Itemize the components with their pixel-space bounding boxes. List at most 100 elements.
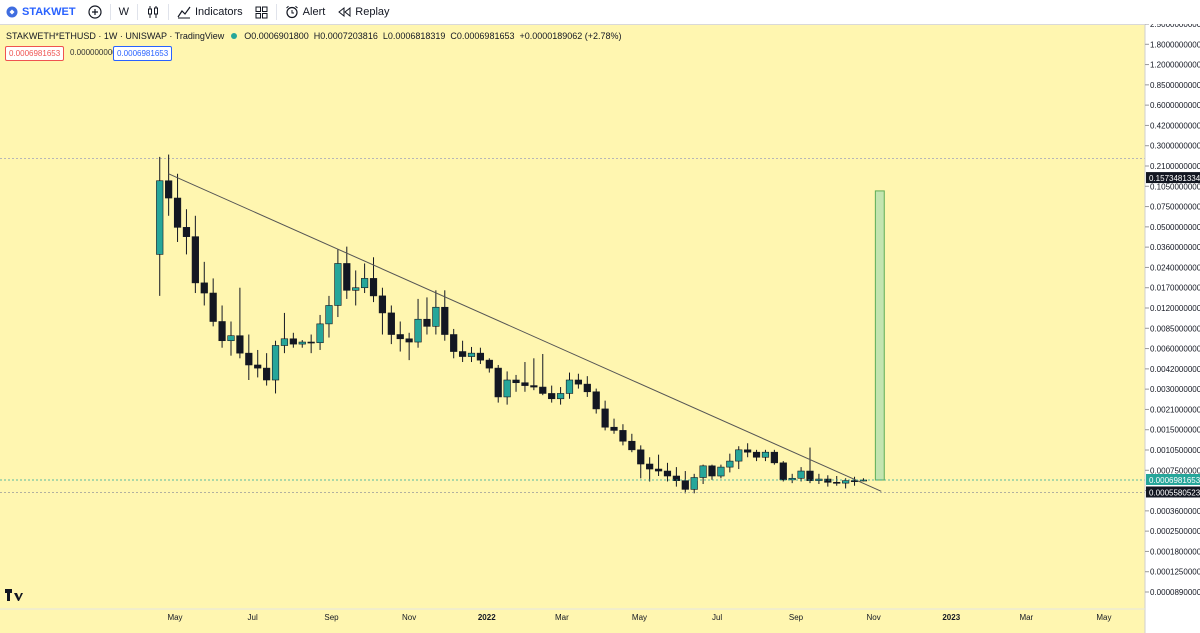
candle — [619, 424, 627, 446]
candle-body — [200, 282, 208, 294]
time-tick-label: May — [1096, 613, 1111, 622]
price-tick-label: 0.0170000000 — [1150, 284, 1200, 293]
candle-body — [405, 338, 413, 343]
candle — [556, 387, 565, 405]
candle-body — [583, 383, 591, 393]
candle — [396, 321, 404, 352]
interval-label: W — [118, 6, 129, 18]
candle-body — [815, 478, 823, 481]
candle — [156, 156, 164, 296]
candle — [218, 305, 226, 348]
time-tick-label: Jul — [248, 613, 258, 622]
grid-icon — [255, 6, 268, 18]
candle — [610, 418, 618, 434]
candle-body — [271, 345, 280, 381]
toolbar-separator — [167, 4, 169, 20]
price-tick-label: 0.0120000000 — [1150, 304, 1200, 313]
candle-body — [352, 287, 360, 291]
price-tick-label: 0.0001800000 — [1150, 547, 1200, 556]
layouts-button[interactable] — [249, 0, 274, 24]
compare-symbol-button[interactable] — [82, 0, 108, 24]
buy-price-button[interactable]: 0.0006981653 — [113, 46, 173, 61]
candle-body — [423, 318, 431, 327]
candle-body — [859, 479, 868, 482]
candle — [512, 374, 520, 392]
price-tick-label: 0.0240000000 — [1150, 263, 1200, 272]
candle-body — [806, 470, 814, 481]
candle — [503, 371, 511, 405]
indicators-icon — [177, 6, 191, 19]
candle-body — [779, 462, 787, 481]
price-chart[interactable]: 2.5000000000 1.8000000000 1.2000000000 0.85… — [0, 24, 1200, 633]
legend-high: H0.0007203816 — [313, 31, 378, 41]
price-label-box — [1146, 172, 1200, 184]
price-label-text: 0.0006981653 — [1149, 476, 1200, 485]
alert-button[interactable]: Alert — [279, 0, 332, 24]
symbol-label: STAKWET — [22, 6, 76, 18]
candle — [565, 372, 574, 399]
candle-body — [165, 180, 173, 199]
price-tick-label: 0.0500000000 — [1150, 223, 1200, 232]
candle — [316, 314, 324, 350]
price-tick-label: 0.0007500000 — [1150, 466, 1200, 475]
candle-body — [717, 466, 725, 477]
candle-body — [289, 338, 297, 345]
price-tick-label: 0.0002500000 — [1150, 527, 1200, 536]
candle-body — [432, 306, 440, 327]
candle — [726, 453, 734, 473]
candle — [859, 478, 868, 482]
descending-trendline — [168, 173, 882, 492]
candle-body — [672, 475, 680, 481]
candle-body — [628, 440, 636, 451]
candle-body — [396, 334, 404, 340]
candle — [752, 449, 761, 462]
sell-price-button[interactable]: 0.0006981653 — [5, 46, 65, 61]
time-tick-label: May — [632, 613, 647, 622]
candle — [521, 362, 529, 392]
candle — [432, 290, 440, 335]
candle — [663, 462, 672, 482]
candle-body — [539, 386, 547, 394]
candle-body — [387, 312, 395, 335]
candle — [307, 334, 315, 354]
alert-label: Alert — [302, 6, 326, 18]
candle-body — [654, 468, 663, 472]
candle — [592, 388, 600, 414]
price-tick-label: 0.4200000000 — [1150, 121, 1200, 130]
candle — [735, 446, 743, 470]
candle-body — [752, 451, 761, 458]
symbol-search-button[interactable]: STAKWET — [0, 0, 82, 24]
price-tick-label: 0.0750000000 — [1150, 203, 1200, 212]
candle — [298, 340, 306, 348]
interval-button[interactable]: W — [113, 0, 135, 24]
candle — [601, 400, 609, 431]
price-tick-label: 0.0085000000 — [1150, 324, 1200, 333]
top-toolbar: STAKWET W Indicators Alert Replay — [0, 0, 1200, 25]
price-label-box — [1146, 486, 1200, 498]
time-tick-label: Jul — [712, 613, 722, 622]
candle-body — [218, 321, 226, 342]
price-tick-label: 0.0021000000 — [1150, 405, 1200, 414]
candle — [405, 332, 413, 361]
candle-body — [441, 306, 449, 335]
candle — [458, 340, 467, 363]
candle — [717, 464, 725, 479]
candle-body — [476, 352, 485, 361]
candle — [245, 334, 253, 381]
candle-body — [458, 351, 467, 357]
replay-button[interactable]: Replay — [331, 0, 395, 24]
candle-body — [699, 465, 707, 478]
candle — [628, 433, 636, 453]
candle — [815, 473, 823, 484]
indicators-button[interactable]: Indicators — [171, 0, 249, 24]
candle-body — [770, 451, 778, 464]
candle — [173, 173, 182, 242]
candle — [450, 328, 458, 359]
candle-body — [467, 352, 476, 357]
candle — [681, 471, 689, 494]
chart-type-button[interactable] — [140, 0, 166, 24]
candle — [414, 298, 422, 348]
candle-body — [574, 379, 582, 385]
price-tick-label: 0.0000890000 — [1150, 588, 1200, 597]
candle-body — [521, 382, 529, 386]
